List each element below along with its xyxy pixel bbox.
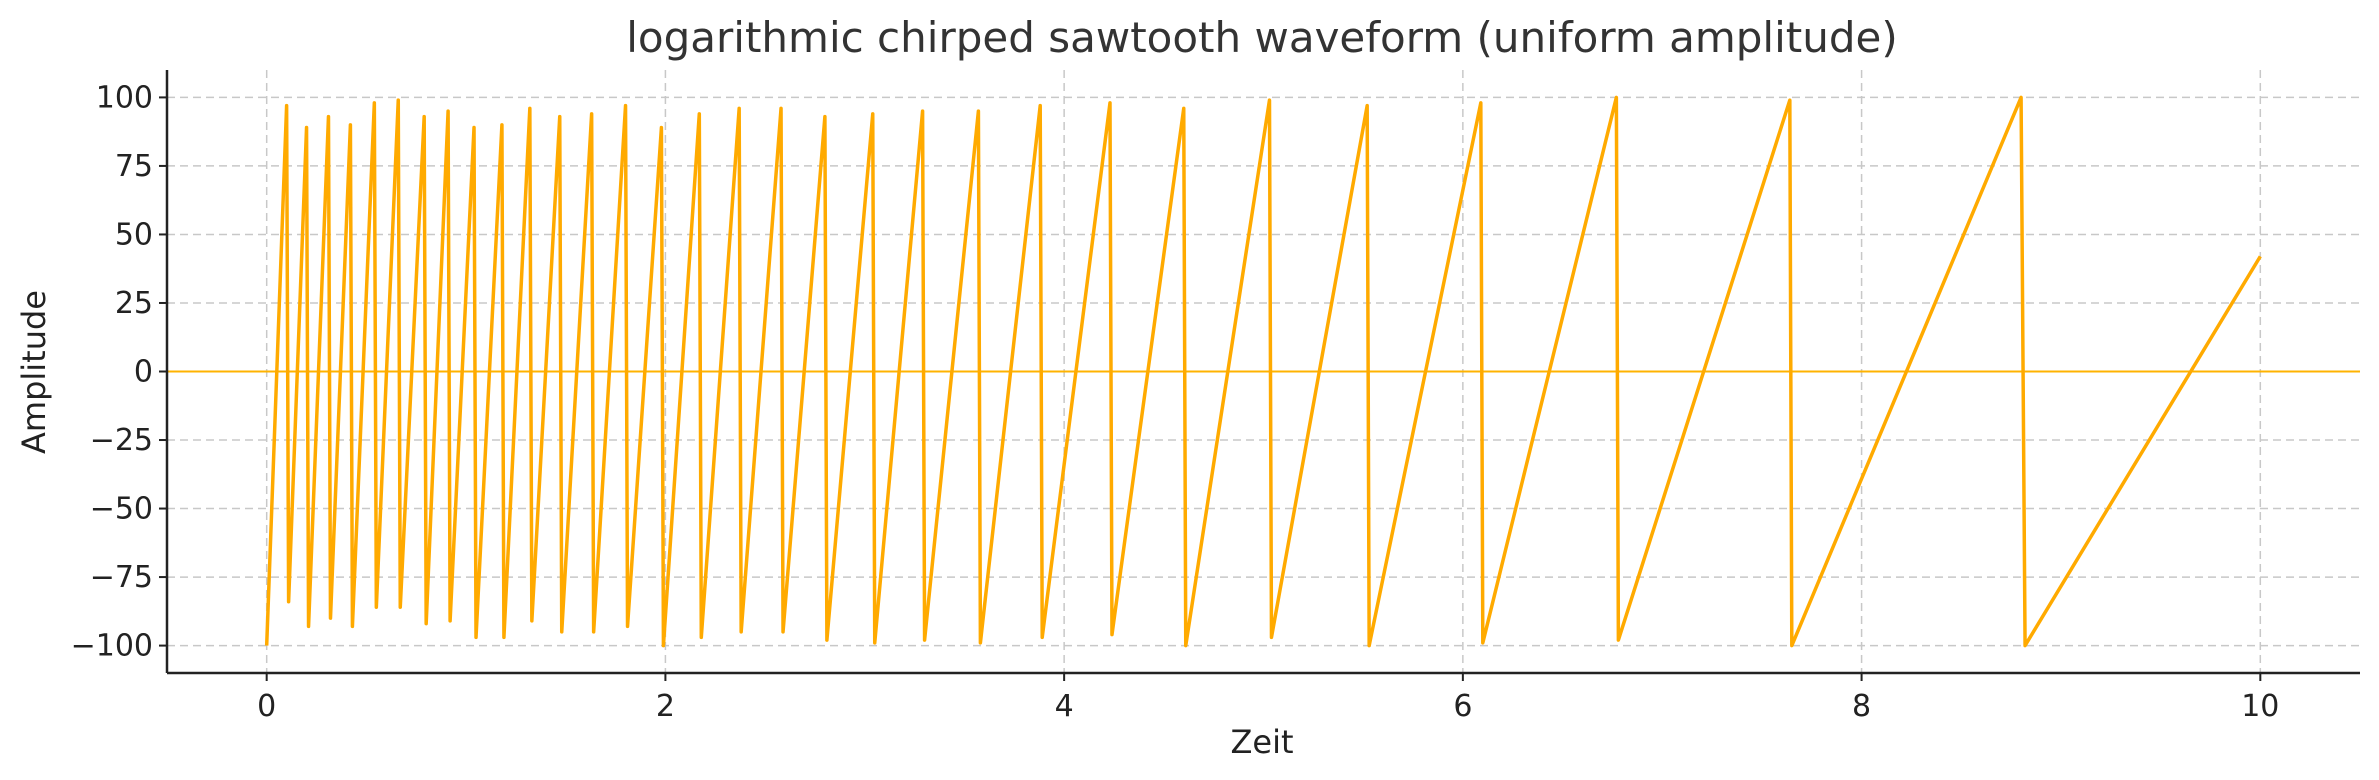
y-tick-label: 25 <box>115 286 153 321</box>
y-tick-label: 100 <box>96 80 153 115</box>
x-axis-label: Zeit <box>1230 723 1293 761</box>
series-layer <box>264 95 2262 648</box>
x-tick-label: 8 <box>1852 689 1871 724</box>
x-tick-label: 0 <box>257 689 276 724</box>
x-tick-label: 4 <box>1055 689 1074 724</box>
y-tick-label: −50 <box>90 492 153 527</box>
y-axis-label: Amplitude <box>15 290 53 454</box>
y-tick-label: 75 <box>115 149 153 184</box>
chart-title: logarithmic chirped sawtooth waveform (u… <box>626 13 1897 62</box>
x-ticks: 0 2 4 6 8 10 <box>257 673 2279 724</box>
y-tick-label: −75 <box>90 560 153 595</box>
x-tick-label: 10 <box>2241 689 2279 724</box>
series-line-0 <box>264 95 2262 648</box>
y-tick-label: 50 <box>115 217 153 252</box>
y-tick-label: −25 <box>90 423 153 458</box>
y-tick-label: −100 <box>71 629 153 664</box>
y-ticks: 100 75 50 25 0 −25 −50 −75 −100 <box>71 80 167 664</box>
x-tick-label: 6 <box>1453 689 1472 724</box>
x-tick-label: 2 <box>656 689 675 724</box>
y-tick-label: 0 <box>134 355 153 390</box>
